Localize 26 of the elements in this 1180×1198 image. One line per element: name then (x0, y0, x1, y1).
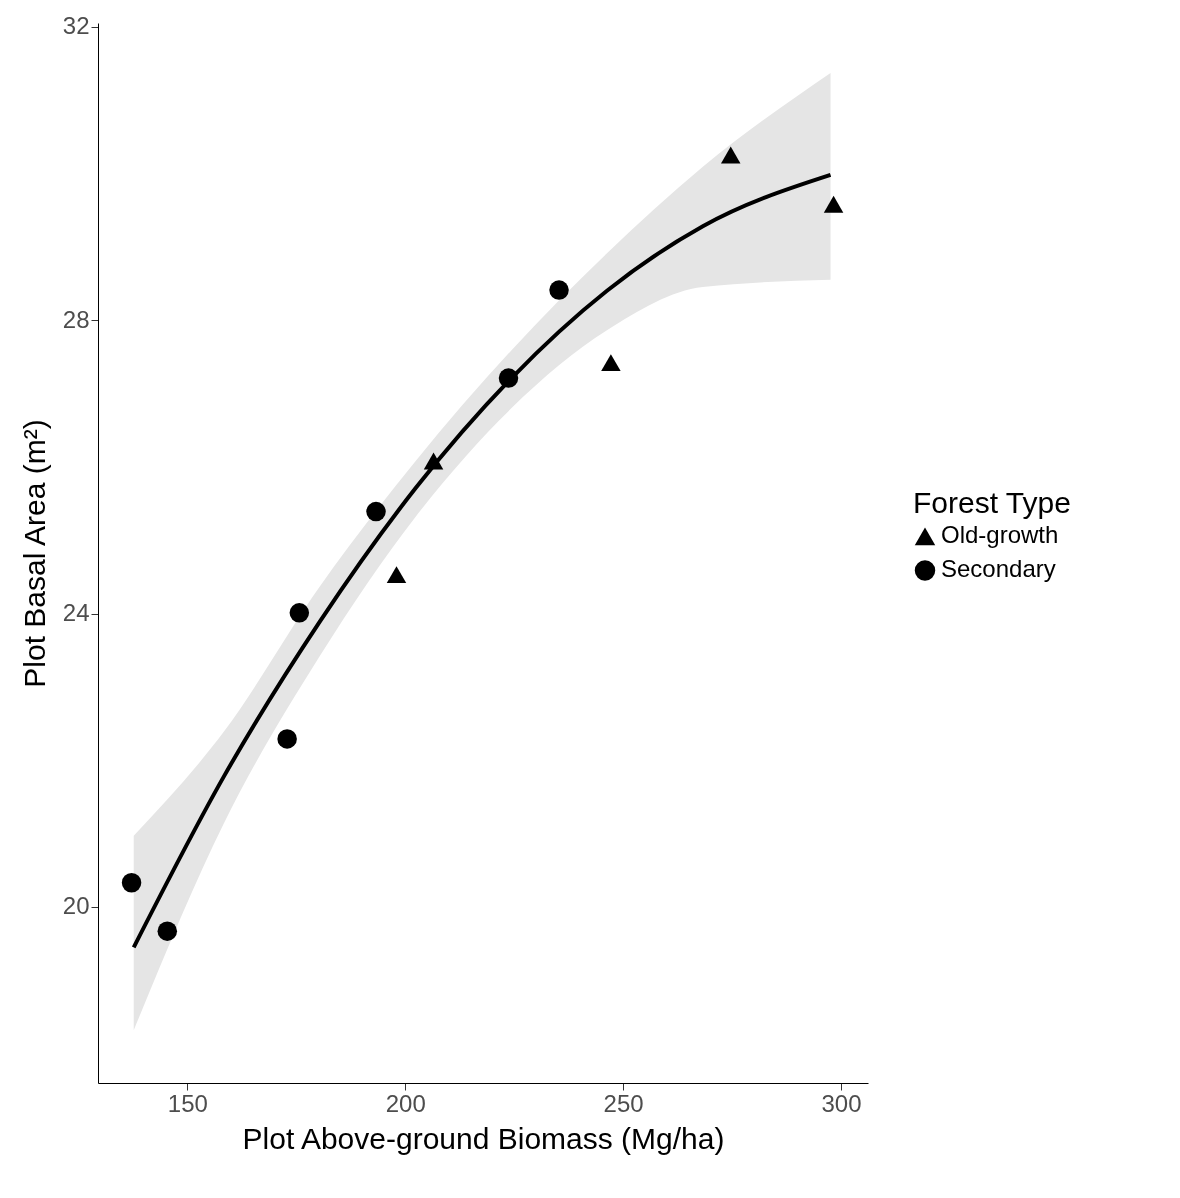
point (549, 280, 569, 300)
point (121, 873, 142, 893)
point (823, 195, 844, 213)
x-tick-label: 200 (385, 1089, 426, 1117)
y-tick-label: 20 (62, 892, 90, 920)
point (366, 501, 386, 522)
x-axis-title: Plot Above-ground Biomass (Mg/ha) (242, 1121, 725, 1155)
point (157, 921, 178, 941)
point (423, 452, 444, 470)
y-tick-label: 24 (62, 599, 90, 627)
x-tick-label: 250 (603, 1089, 644, 1117)
point (289, 603, 310, 623)
legend-title: Forest Type (913, 486, 1071, 520)
y-axis-title: Plot Basal Area (m²) (17, 419, 51, 688)
legend-label: Old-growth (941, 521, 1059, 549)
y-tick-label: 32 (62, 12, 90, 40)
point (277, 729, 297, 749)
point (386, 566, 407, 584)
point (498, 368, 519, 388)
y-tick-label: 28 (62, 305, 90, 333)
line-series (131, 172, 833, 950)
x-tick-label: 150 (167, 1089, 208, 1117)
legend-label: Secondary (941, 555, 1056, 583)
point (720, 146, 741, 164)
x-tick-label: 300 (821, 1089, 862, 1117)
point (601, 354, 621, 372)
